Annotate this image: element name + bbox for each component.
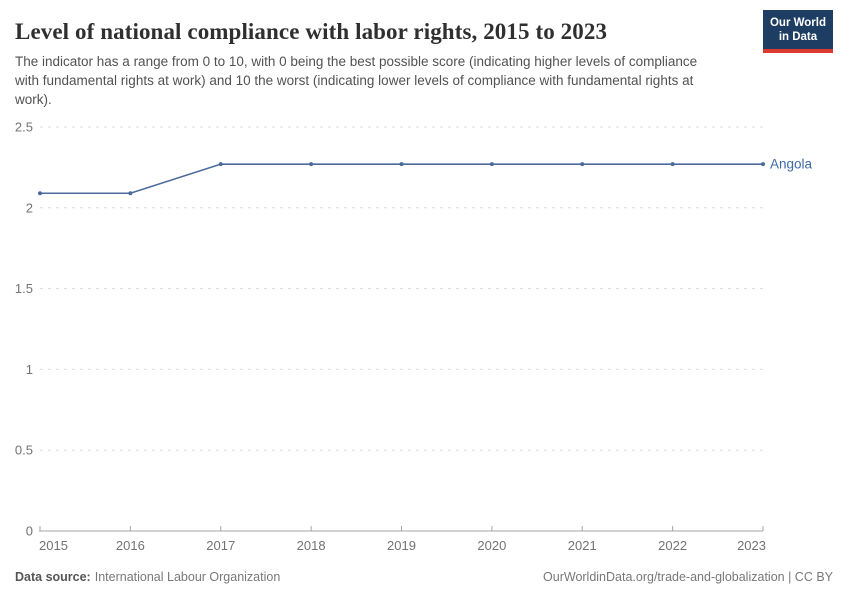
data-point xyxy=(38,191,42,196)
x-tick-label: 2023 xyxy=(737,538,766,553)
data-point xyxy=(309,162,314,167)
y-tick-label: 0 xyxy=(26,524,33,539)
y-tick-label: 1.5 xyxy=(15,281,33,296)
x-tick-label: 2019 xyxy=(387,538,416,553)
data-point xyxy=(399,162,404,167)
data-point xyxy=(489,162,494,167)
x-tick-label: 2015 xyxy=(39,538,68,553)
data-source-value: International Labour Organization xyxy=(94,570,281,584)
chart-subtitle: The indicator has a range from 0 to 10, … xyxy=(15,54,698,107)
y-tick-label: 0.5 xyxy=(15,443,33,458)
chart-footer: Data source: International Labour Organiz… xyxy=(15,569,833,585)
data-point xyxy=(218,162,223,167)
data-point xyxy=(670,162,675,167)
y-tick-label: 2.5 xyxy=(15,120,33,135)
data-point xyxy=(761,162,765,167)
x-tick-label: 2016 xyxy=(116,538,145,553)
owid-logo: Our World in Data xyxy=(762,10,833,53)
x-tick-label: 2017 xyxy=(206,538,235,553)
data-point xyxy=(580,162,585,167)
data-source-label: Data source: xyxy=(15,570,91,584)
x-tick-label: 2018 xyxy=(297,538,326,553)
owid-logo-line2: in Data xyxy=(778,31,818,43)
x-tick-label: 2020 xyxy=(477,538,506,553)
owid-logo-line1: Our World xyxy=(769,17,826,29)
series-end-label: Angola xyxy=(770,157,813,172)
data-point xyxy=(128,191,133,196)
y-tick-label: 2 xyxy=(26,200,33,215)
chart-title: Level of national compliance with labor … xyxy=(15,19,608,44)
data-source: Data source: International Labour Organiz… xyxy=(15,569,280,585)
series-line-angola xyxy=(40,163,763,195)
x-tick-label: 2022 xyxy=(658,538,687,553)
attribution-text: OurWorldinData.org/trade-and-globalizati… xyxy=(543,570,833,584)
y-tick-label: 1 xyxy=(26,362,33,377)
x-tick-label: 2021 xyxy=(568,538,597,553)
